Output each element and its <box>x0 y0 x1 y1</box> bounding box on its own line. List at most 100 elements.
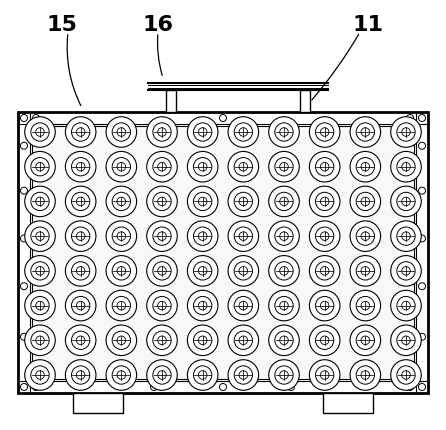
Circle shape <box>275 227 293 245</box>
Circle shape <box>187 221 218 252</box>
Circle shape <box>402 197 410 206</box>
Circle shape <box>356 157 375 176</box>
Circle shape <box>397 157 415 176</box>
Circle shape <box>76 371 85 379</box>
Circle shape <box>198 232 207 240</box>
Circle shape <box>71 157 90 176</box>
Circle shape <box>350 290 380 321</box>
Circle shape <box>194 123 212 141</box>
Circle shape <box>402 128 410 136</box>
Circle shape <box>269 151 299 182</box>
Circle shape <box>315 227 334 245</box>
Circle shape <box>158 163 166 171</box>
Circle shape <box>76 163 85 171</box>
Circle shape <box>158 128 166 136</box>
Circle shape <box>391 290 421 321</box>
Circle shape <box>112 227 131 245</box>
Circle shape <box>406 384 413 390</box>
Circle shape <box>418 142 425 149</box>
Circle shape <box>31 157 49 176</box>
Circle shape <box>219 384 227 390</box>
Circle shape <box>239 197 248 206</box>
Circle shape <box>112 262 131 280</box>
Circle shape <box>66 151 96 182</box>
Circle shape <box>71 123 90 141</box>
Circle shape <box>275 366 293 384</box>
Circle shape <box>158 267 166 275</box>
Circle shape <box>275 157 293 176</box>
Circle shape <box>31 262 49 280</box>
Circle shape <box>198 197 207 206</box>
Text: 16: 16 <box>143 15 173 35</box>
Circle shape <box>31 331 49 350</box>
Circle shape <box>198 371 207 379</box>
Circle shape <box>239 128 248 136</box>
Circle shape <box>320 336 329 344</box>
Circle shape <box>418 384 425 390</box>
Circle shape <box>402 301 410 310</box>
Circle shape <box>228 325 259 356</box>
Circle shape <box>391 117 421 147</box>
Circle shape <box>269 117 299 147</box>
Circle shape <box>310 325 340 356</box>
Circle shape <box>361 163 370 171</box>
Circle shape <box>418 235 425 242</box>
Circle shape <box>33 384 40 390</box>
Circle shape <box>21 333 28 340</box>
Circle shape <box>194 262 212 280</box>
Circle shape <box>391 255 421 286</box>
Circle shape <box>228 186 259 217</box>
Circle shape <box>66 325 96 356</box>
Circle shape <box>33 114 40 122</box>
Circle shape <box>194 192 212 211</box>
Circle shape <box>158 371 166 379</box>
Circle shape <box>280 163 288 171</box>
Circle shape <box>356 192 375 211</box>
Circle shape <box>71 331 90 350</box>
Circle shape <box>315 262 334 280</box>
Circle shape <box>21 283 28 290</box>
Circle shape <box>76 128 85 136</box>
Circle shape <box>153 296 171 315</box>
Circle shape <box>361 267 370 275</box>
Circle shape <box>397 123 415 141</box>
Circle shape <box>153 157 171 176</box>
Circle shape <box>31 192 49 211</box>
Circle shape <box>234 296 252 315</box>
Circle shape <box>391 186 421 217</box>
Circle shape <box>198 267 207 275</box>
Circle shape <box>228 360 259 390</box>
Circle shape <box>117 197 126 206</box>
Circle shape <box>112 157 131 176</box>
Circle shape <box>31 227 49 245</box>
Circle shape <box>361 197 370 206</box>
Circle shape <box>269 221 299 252</box>
Circle shape <box>25 221 55 252</box>
Circle shape <box>147 255 177 286</box>
Circle shape <box>198 163 207 171</box>
Circle shape <box>31 123 49 141</box>
Circle shape <box>66 255 96 286</box>
Circle shape <box>71 366 90 384</box>
Circle shape <box>402 232 410 240</box>
Circle shape <box>36 267 44 275</box>
Circle shape <box>350 151 380 182</box>
Circle shape <box>315 123 334 141</box>
Circle shape <box>356 296 375 315</box>
Circle shape <box>350 325 380 356</box>
Circle shape <box>310 151 340 182</box>
Circle shape <box>153 366 171 384</box>
Circle shape <box>117 336 126 344</box>
Circle shape <box>25 255 55 286</box>
Circle shape <box>275 123 293 141</box>
Circle shape <box>315 366 334 384</box>
Circle shape <box>106 360 136 390</box>
Circle shape <box>234 262 252 280</box>
Circle shape <box>106 290 136 321</box>
Circle shape <box>153 192 171 211</box>
Circle shape <box>280 301 288 310</box>
Circle shape <box>158 301 166 310</box>
Circle shape <box>147 360 177 390</box>
Circle shape <box>194 296 212 315</box>
Bar <box>18 112 428 393</box>
